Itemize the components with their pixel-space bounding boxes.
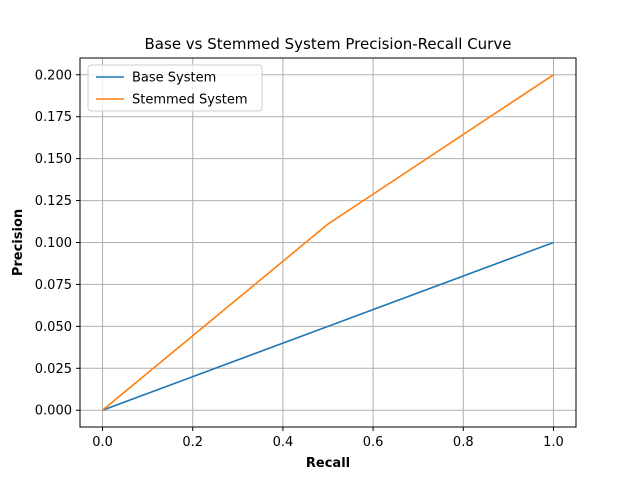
x-axis-label: Recall	[306, 456, 350, 471]
legend-box	[87, 64, 263, 112]
legend: Base System Stemmed System	[87, 64, 263, 112]
y-tick-label: 0.175	[35, 110, 72, 125]
x-tick-label: 0.0	[92, 435, 113, 450]
x-tick-label: 0.2	[182, 435, 203, 450]
y-tick-label: 0.025	[35, 362, 72, 377]
x-tick-label: 0.4	[273, 435, 294, 450]
y-tick-label: 0.150	[35, 152, 72, 167]
chart-title: Base vs Stemmed System Precision-Recall …	[145, 35, 512, 53]
y-tick-label: 0.000	[35, 404, 72, 419]
x-tick-label: 0.6	[363, 435, 384, 450]
series-line-base-system	[102, 241, 554, 411]
ticks-layer: 0.0 0.2 0.4 0.6 0.8 1.0 0.000 0.025 0.050 0.075 0.…	[35, 68, 564, 450]
y-axis-label: Precision	[11, 209, 26, 276]
x-tick-label: 1.0	[543, 435, 564, 450]
y-tick-label: 0.050	[35, 320, 72, 335]
legend-label: Stemmed System	[132, 93, 248, 108]
y-tick-label: 0.100	[35, 236, 72, 251]
y-tick-label: 0.200	[35, 68, 72, 83]
grid-layer	[80, 58, 576, 427]
series-layer	[102, 74, 554, 411]
x-tick-label: 0.8	[453, 435, 474, 450]
legend-label: Base System	[132, 71, 216, 86]
y-tick-label: 0.125	[35, 194, 72, 209]
series-line-stemmed-system	[102, 74, 554, 411]
y-tick-label: 0.075	[35, 278, 72, 293]
